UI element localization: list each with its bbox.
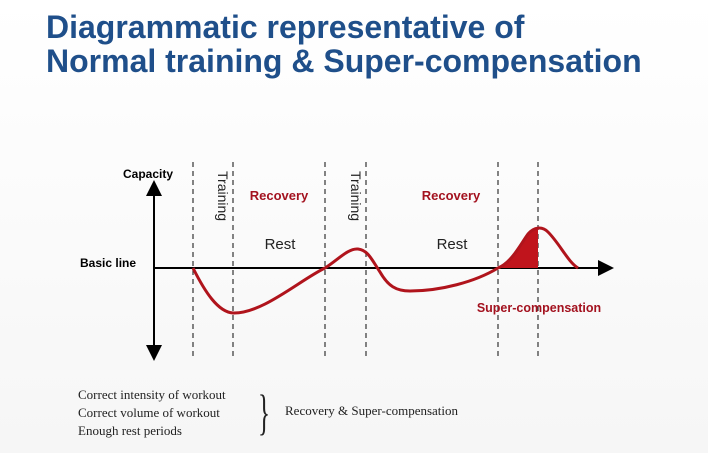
outcome-label: Recovery & Super-compensation [285, 403, 459, 418]
phase2-training-label: Training [348, 171, 364, 221]
baseline-label: Basic line [80, 256, 136, 270]
capacity-curve [191, 226, 579, 315]
supercompensation-area [498, 229, 538, 268]
conditions-list: Correct intensity of workout Correct vol… [78, 386, 226, 440]
slide-title: Diagrammatic representative of Normal tr… [46, 10, 642, 78]
title-line-2: Normal training & Super-compensation [46, 43, 642, 79]
phase2-recovery-label: Recovery [422, 188, 481, 203]
phase1-training-label: Training [215, 171, 231, 221]
supercompensation-label: Super-compensation [477, 301, 601, 315]
condition-item: Enough rest periods [78, 423, 182, 438]
curly-brace: } [258, 384, 270, 440]
phase2-rest-label: Rest [437, 236, 469, 253]
y-axis-label: Capacity [123, 167, 173, 181]
title-line-1: Diagrammatic representative of [46, 9, 525, 45]
phase1-recovery-label: Recovery [250, 188, 309, 203]
phase1-rest-label: Rest [265, 236, 297, 253]
condition-item: Correct volume of workout [78, 405, 220, 420]
condition-item: Correct intensity of workout [78, 387, 226, 402]
